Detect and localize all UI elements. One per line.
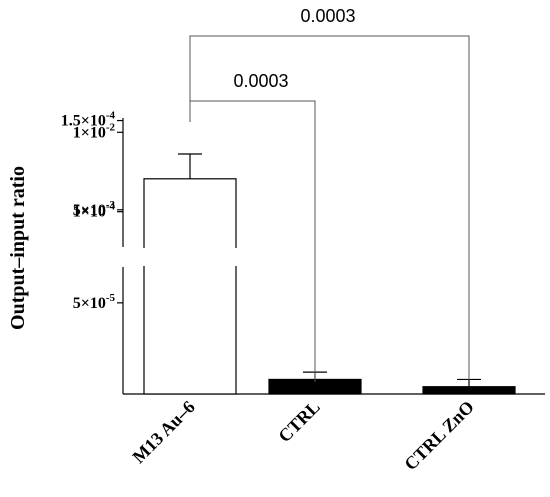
significance-label: 0.0003 (300, 6, 355, 26)
y-tick-label: 1×10-2 (73, 121, 116, 141)
plot-area: 5×10-3 1×10-2 5×10-5 1×10-4 1.5×10-4 M13 Au–6… (61, 6, 545, 474)
y-tick-label: 1×10-4 (73, 201, 116, 221)
x-tick-label: CTRL (274, 397, 324, 447)
x-tick-label: CTRL ZnO (400, 397, 477, 474)
x-tick-label: M13 Au–6 (128, 397, 198, 467)
y-tick-label: 5×10-3 (73, 199, 116, 219)
y-axis-label: Output–input ratio (7, 166, 29, 330)
y-tick-label: 5×10-5 (73, 292, 116, 312)
y-tick-label: 1.5×10-4 (61, 110, 116, 130)
bar-axis-break (142, 248, 238, 266)
significance-bracket (189, 35, 470, 380)
bar (422, 386, 516, 395)
bar (143, 178, 237, 395)
significance-label: 0.0003 (233, 71, 288, 91)
